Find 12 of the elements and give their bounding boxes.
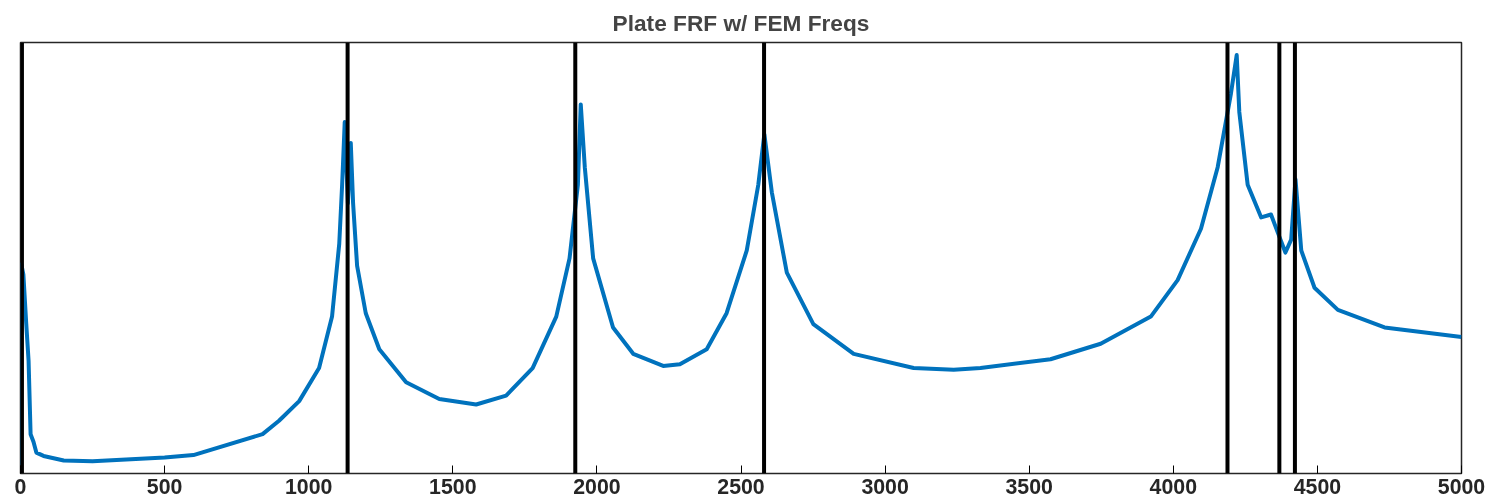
x-tick-label: 5000 xyxy=(1437,474,1485,496)
chart-title: Plate FRF w/ FEM Freqs xyxy=(612,9,870,36)
x-tick-label: 2000 xyxy=(573,474,621,496)
x-tick-label: 1500 xyxy=(429,474,477,496)
x-tick-label: 500 xyxy=(146,474,183,496)
x-tick-label: 2500 xyxy=(717,474,765,496)
x-tick-label: 4500 xyxy=(1293,474,1342,496)
x-tick-label: 1000 xyxy=(284,474,333,496)
x-tick-label: 3500 xyxy=(1005,474,1053,496)
x-tick-label: 4000 xyxy=(1149,474,1198,496)
x-tick-label: 0 xyxy=(14,474,27,496)
x-tick-label: 3000 xyxy=(861,474,909,496)
